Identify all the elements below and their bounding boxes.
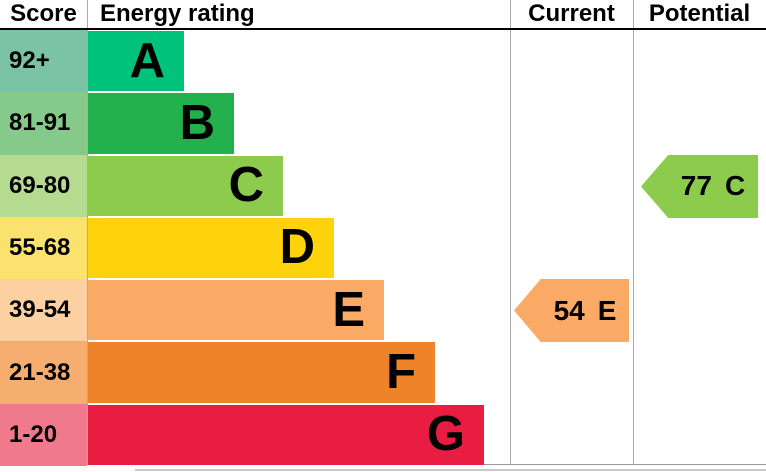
score-range-cell: 39-54 — [0, 279, 87, 342]
header-potential: Potential — [648, 0, 751, 27]
rating-bar-f: F — [88, 342, 435, 403]
band-row-g: 1-20 G — [0, 403, 766, 466]
band-row-c: 69-80 C — [0, 154, 766, 217]
divider-score-rating — [87, 0, 88, 465]
rating-bar-g: G — [88, 404, 484, 465]
band-letter: A — [129, 33, 165, 88]
score-range-cell: 92+ — [0, 30, 87, 93]
rating-bar-c: C — [88, 155, 283, 216]
potential-band-letter: C — [724, 170, 746, 202]
band-letter: G — [426, 407, 465, 462]
current-rating-text: 54 E — [541, 279, 629, 342]
band-letter: D — [279, 220, 315, 275]
score-range-cell: 69-80 — [0, 154, 87, 217]
potential-rating-arrow: 77 C — [641, 154, 758, 218]
rating-bar-a: A — [88, 31, 184, 92]
divider-rating-current — [510, 0, 511, 465]
band-letter: E — [332, 282, 365, 337]
header-underline — [0, 28, 766, 30]
header-score: Score — [10, 0, 77, 27]
divider-current-potential — [633, 0, 634, 465]
band-letter: C — [228, 158, 264, 213]
current-band-letter: E — [597, 294, 617, 326]
potential-rating-text: 77 C — [668, 155, 758, 218]
score-range-cell: 21-38 — [0, 341, 87, 404]
rating-bar-e: E — [88, 280, 384, 341]
band-row-e: 39-54 E — [0, 279, 766, 342]
current-rating-arrow: 54 E — [514, 279, 629, 343]
band-row-d: 55-68 D — [0, 216, 766, 280]
score-range-cell: 55-68 — [0, 216, 87, 280]
header-current: Current — [528, 0, 615, 27]
score-range-cell: 81-91 — [0, 92, 87, 155]
score-range-cell: 1-20 — [0, 403, 87, 466]
left-arrow-shape — [641, 154, 758, 218]
band-row-b: 81-91 B — [0, 92, 766, 155]
potential-score-value: 77 — [680, 170, 712, 202]
current-score-value: 54 — [553, 294, 585, 326]
band-letter: B — [179, 95, 215, 150]
band-row-f: 21-38 F — [0, 341, 766, 404]
band-row-a: 92+ A — [0, 30, 766, 93]
clipped-footer-edge — [135, 469, 766, 471]
header-energy-rating: Energy rating — [100, 0, 255, 27]
left-arrow-shape — [514, 279, 629, 343]
band-letter: F — [386, 345, 416, 400]
rating-bar-d: D — [88, 217, 334, 279]
rating-bar-b: B — [88, 93, 234, 154]
